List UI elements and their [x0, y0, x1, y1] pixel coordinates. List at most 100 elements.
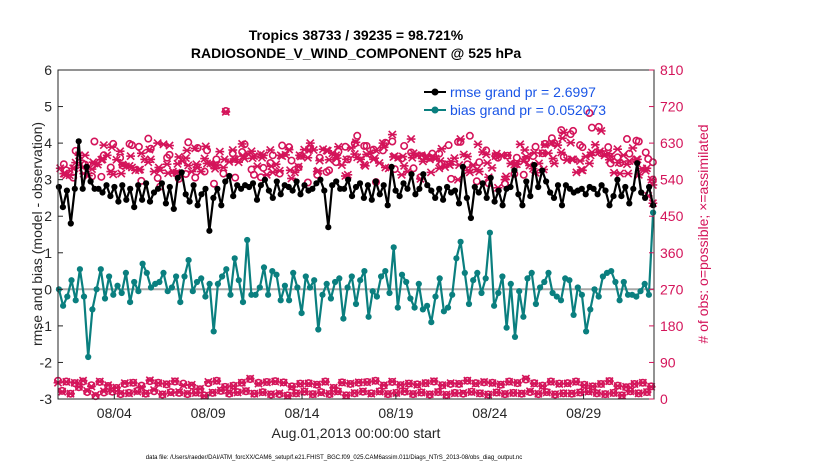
rmse-point: [226, 172, 233, 180]
obs-assimilated-marker: [343, 170, 353, 179]
rmse-point: [598, 182, 605, 189]
bias-point: [616, 297, 623, 304]
rmse-point: [345, 176, 352, 183]
rmse-point: [614, 176, 621, 183]
obs-assimilated-marker: [362, 378, 372, 387]
rmse-point: [372, 178, 379, 185]
rmse-point: [463, 194, 470, 201]
obs-assimilated-marker: [241, 386, 251, 396]
bias-point: [244, 236, 251, 244]
obs-assimilated-marker: [158, 389, 167, 399]
obs-assimilated-marker: [145, 145, 154, 154]
bias-point: [444, 304, 452, 311]
bias-point: [583, 328, 590, 335]
obs-assimilated-marker: [623, 169, 633, 178]
bias-point: [110, 291, 117, 298]
obs-assimilated-marker: [201, 142, 211, 151]
obs-assimilated-marker: [149, 385, 159, 395]
y2-tick-label: 540: [660, 172, 684, 188]
obs-possible-marker: [104, 382, 113, 391]
obs-possible-marker: [209, 179, 218, 188]
obs-possible-marker: [165, 150, 174, 159]
obs-assimilated-marker: [374, 158, 384, 168]
bias-point: [327, 295, 334, 302]
rmse-point: [135, 182, 142, 189]
rmse-point: [634, 160, 641, 167]
bias-point: [633, 293, 640, 300]
obs-possible-marker: [150, 387, 159, 396]
obs-possible-marker: [521, 375, 530, 384]
bias-point: [97, 266, 104, 273]
bias-point: [181, 273, 188, 280]
rmse-point: [150, 189, 158, 196]
bias-point: [507, 280, 514, 287]
rmse-point: [293, 178, 300, 185]
obs-assimilated-marker: [187, 380, 197, 389]
obs-assimilated-marker: [417, 388, 426, 397]
rmse-point: [71, 185, 78, 192]
bias-point: [578, 291, 586, 298]
bias-point: [348, 273, 355, 280]
obs-assimilated-marker: [379, 143, 389, 152]
obs-assimilated-marker: [177, 156, 187, 166]
rmse-point: [352, 183, 360, 191]
rmse-point: [630, 185, 637, 192]
obs-assimilated-marker: [634, 389, 644, 398]
obs-assimilated-marker: [334, 142, 343, 151]
obs-assimilated-marker: [585, 159, 594, 168]
obs-assimilated-marker: [270, 377, 280, 386]
obs-possible-marker: [83, 388, 92, 397]
rmse-point: [182, 191, 189, 198]
rmse-point: [103, 182, 110, 189]
bias-point: [365, 313, 372, 320]
obs-possible-marker: [184, 138, 193, 147]
obs-possible-marker: [254, 378, 263, 387]
rmse-point: [368, 196, 375, 203]
obs-assimilated-marker: [136, 149, 146, 158]
rmse-point: [289, 187, 296, 194]
obs-assimilated-marker: [287, 382, 297, 391]
bias-point: [340, 315, 347, 322]
obs-assimilated-marker: [471, 379, 481, 388]
rmse-point: [341, 185, 348, 192]
bias-point: [432, 293, 439, 300]
rmse-point: [527, 193, 534, 200]
obs-assimilated-marker: [553, 140, 563, 150]
bias-point: [60, 302, 67, 309]
obs-possible-marker: [219, 169, 228, 178]
rmse-point: [285, 183, 292, 191]
rmse-point: [515, 191, 522, 198]
rmse-point: [455, 200, 463, 207]
bias-point: [106, 273, 113, 280]
bias-point: [557, 297, 565, 304]
obs-assimilated-marker: [492, 388, 502, 397]
obs-possible-marker: [120, 379, 129, 388]
obs-assimilated-marker: [496, 380, 506, 389]
obs-assimilated-marker: [468, 160, 478, 170]
obs-assimilated-marker: [234, 158, 243, 167]
obs-possible-marker: [648, 158, 657, 167]
rmse-point: [491, 198, 498, 205]
obs-assimilated-marker: [303, 153, 313, 162]
obs-assimilated-marker: [387, 130, 397, 139]
bias-point: [570, 311, 577, 318]
obs-assimilated-marker: [290, 168, 300, 177]
rmse-point: [87, 178, 94, 185]
bias-point: [373, 293, 380, 300]
obs-assimilated-marker: [145, 376, 155, 385]
bias-point: [227, 291, 234, 298]
obs-assimilated-marker: [61, 377, 71, 387]
rmse-point: [606, 202, 613, 209]
rmse-point: [333, 178, 340, 185]
y2-tick-label: 720: [660, 99, 684, 115]
bias-point: [398, 271, 406, 278]
rmse-point: [59, 204, 66, 211]
obs-assimilated-marker: [600, 389, 610, 399]
rmse-point: [269, 194, 276, 201]
obs-possible-marker: [325, 166, 334, 175]
obs-assimilated-marker: [429, 376, 439, 386]
bias-point: [290, 269, 297, 276]
rmse-point: [459, 163, 466, 170]
obs-assimilated-marker: [475, 389, 485, 398]
obs-assimilated-marker: [556, 148, 566, 157]
